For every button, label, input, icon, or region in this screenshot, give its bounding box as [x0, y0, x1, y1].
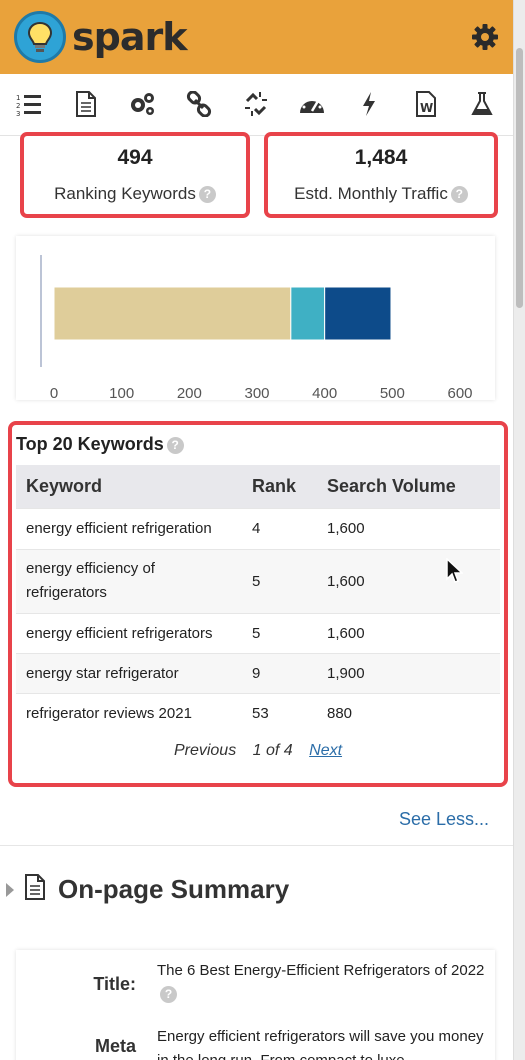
x-tick-label: 200: [177, 385, 202, 400]
keywords-table: Keyword Rank Search Volume energy effici…: [16, 465, 500, 733]
scrollbar[interactable]: [513, 0, 525, 1060]
x-tick-label: 100: [109, 385, 134, 400]
page-indicator: 1 of 4: [252, 742, 293, 759]
x-tick-label: 600: [447, 385, 472, 400]
help-icon[interactable]: ?: [166, 437, 184, 454]
help-icon[interactable]: ?: [198, 186, 216, 203]
volume-cell: 1,600: [317, 548, 500, 613]
title-value-text: The 6 Best Energy-Efficient Refrigerator…: [157, 962, 485, 979]
x-tick-label: 500: [380, 385, 405, 400]
mouse-cursor-icon: [445, 557, 464, 589]
see-less-link[interactable]: See Less...: [399, 809, 490, 829]
column-header-search-volume[interactable]: Search Volume: [317, 465, 500, 508]
volume-cell: 880: [317, 692, 500, 733]
column-header-rank[interactable]: Rank: [242, 465, 317, 508]
rank-cell: 9: [242, 652, 317, 693]
monthly-traffic-value: 1,484: [354, 146, 408, 169]
previous-link[interactable]: Previous: [173, 742, 237, 759]
volume-cell: 1,600: [317, 507, 500, 549]
pagination: Previous 1 of 4 Next: [12, 742, 504, 760]
volume-cell: 1,900: [317, 652, 500, 693]
top-keywords-panel: Top 20 Keywords? Keyword Rank Search Vol…: [8, 421, 508, 787]
monthly-traffic-card: 1,484 Estd. Monthly Traffic?: [264, 132, 498, 218]
expand-caret-icon[interactable]: [6, 882, 14, 897]
top-keywords-title: Top 20 Keywords?: [16, 434, 184, 455]
rank-cell: 5: [242, 548, 317, 613]
document-icon[interactable]: [72, 90, 100, 118]
monthly-traffic-label: Estd. Monthly Traffic: [294, 184, 448, 203]
gear-icon[interactable]: [470, 22, 500, 52]
top-keywords-title-text: Top 20 Keywords: [16, 434, 164, 454]
rank-cell: 4: [242, 507, 317, 549]
keyword-cell: energy star refrigerator: [16, 652, 242, 693]
x-tick-label: 0: [50, 385, 58, 400]
meta-value: Energy efficient refrigerators will save…: [157, 1028, 484, 1060]
ranking-keywords-card: 494 Ranking Keywords?: [20, 132, 250, 218]
keyword-cell: energy efficient refrigerators: [16, 612, 242, 653]
svg-text:2: 2: [16, 102, 20, 110]
document-icon: [24, 874, 46, 905]
next-link[interactable]: Next: [309, 742, 343, 759]
gears-icon[interactable]: [128, 90, 156, 118]
ranking-keywords-label: Ranking Keywords: [54, 184, 196, 203]
lightning-icon[interactable]: [355, 90, 383, 118]
x-tick-label: 400: [312, 385, 337, 400]
table-row: energy star refrigerator 9 1,900: [16, 652, 500, 693]
link-icon[interactable]: [185, 90, 213, 118]
onpage-summary-header[interactable]: On-page Summary: [6, 874, 289, 905]
bar-segment-1[interactable]: [53, 286, 292, 341]
rank-cell: 5: [242, 612, 317, 653]
x-tick-label: 300: [244, 385, 269, 400]
column-header-keyword[interactable]: Keyword: [16, 465, 242, 508]
onpage-summary-card: Title: The 6 Best Energy-Efficient Refri…: [16, 950, 495, 1060]
word-doc-icon[interactable]: W: [412, 90, 440, 118]
flask-icon[interactable]: [468, 90, 496, 118]
table-row: refrigerator reviews 2021 53 880: [16, 692, 500, 733]
svg-text:3: 3: [16, 110, 20, 116]
section-divider: [0, 845, 513, 846]
spark-logo: spark: [14, 11, 187, 63]
onpage-summary-title: On-page Summary: [58, 874, 290, 904]
meta-label: Meta: [94, 1036, 136, 1056]
bar-segment-2[interactable]: [290, 286, 326, 341]
speedometer-icon[interactable]: [298, 90, 326, 118]
svg-text:W: W: [420, 101, 433, 115]
scrollbar-thumb[interactable]: [516, 48, 523, 308]
keyword-cell: energy efficiency of refrigerators: [16, 548, 242, 613]
keyword-cell: energy efficient refrigeration: [16, 507, 242, 549]
chart-svg: 0 100 200 300 400 500 600: [40, 255, 473, 402]
title-value: The 6 Best Energy-Efficient Refrigerator…: [157, 959, 487, 1007]
table-row: energy efficiency of refrigerators 5 1,6…: [16, 548, 500, 613]
help-icon[interactable]: ?: [450, 186, 468, 203]
volume-cell: 1,600: [317, 612, 500, 653]
lightbulb-icon: [14, 11, 66, 63]
table-row: energy efficient refrigeration 4 1,600: [16, 507, 500, 549]
brand-name: spark: [72, 15, 187, 59]
ranking-keywords-value: 494: [117, 146, 153, 169]
title-label: Title:: [93, 974, 136, 994]
table-row: energy efficient refrigerators 5 1,600: [16, 612, 500, 653]
broken-link-icon[interactable]: [242, 90, 270, 118]
help-icon[interactable]: ?: [160, 986, 177, 1003]
rank-cell: 53: [242, 692, 317, 733]
top-bar: spark: [0, 0, 513, 74]
svg-text:1: 1: [16, 94, 20, 102]
traffic-chart: 0 100 200 300 400 500 600: [16, 236, 495, 402]
bar-segment-3[interactable]: [324, 286, 392, 341]
keyword-cell: refrigerator reviews 2021: [16, 692, 242, 733]
y-axis-line: [40, 255, 42, 367]
table-header-row: Keyword Rank Search Volume: [16, 465, 500, 508]
